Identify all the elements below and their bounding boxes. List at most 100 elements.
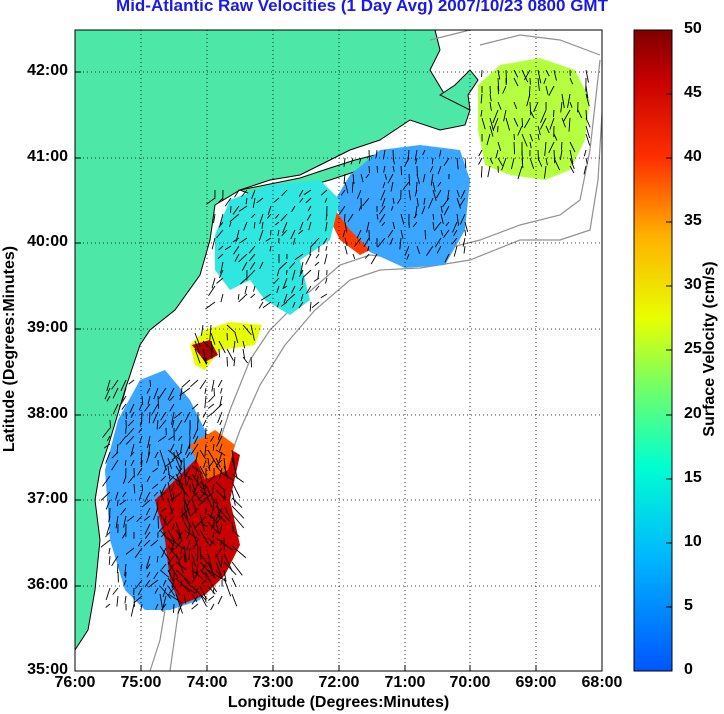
velocity-arrow (242, 348, 246, 359)
velocity-arrow (120, 379, 127, 392)
velocity-arrow (231, 481, 241, 499)
velocity-arrow (191, 403, 199, 410)
velocity-arrow (210, 435, 215, 442)
velocity-arrow (460, 189, 466, 200)
velocity-arrow (324, 253, 328, 265)
velocity-arrow (517, 165, 523, 180)
velocity-arrow (123, 579, 127, 586)
velocity-arrow (517, 125, 523, 136)
velocity-arrow (529, 133, 534, 142)
velocity-arrow (451, 237, 458, 245)
velocity-arrow (199, 379, 207, 390)
velocity-arrow (206, 411, 215, 418)
velocity-arrow (178, 555, 183, 562)
velocity-arrow (543, 165, 547, 179)
velocity-arrow (303, 189, 312, 196)
velocity-arrow (152, 467, 159, 473)
velocity-arrow (290, 285, 296, 294)
velocity-arrow (431, 157, 434, 165)
velocity-arrow (212, 587, 215, 594)
velocity-arrow (585, 69, 589, 83)
velocity-arrow (351, 181, 354, 193)
velocity-arrow (192, 539, 199, 550)
velocity-arrow (414, 189, 418, 197)
velocity-arrow (207, 403, 215, 409)
velocity-arrow (223, 489, 226, 501)
velocity-arrow (436, 189, 442, 199)
velocity-arrow (545, 125, 550, 134)
velocity-arrow (147, 395, 151, 405)
colorbar-tick-label: 45 (684, 84, 702, 101)
velocity-arrow (143, 539, 151, 547)
velocity-arrow (422, 149, 426, 156)
velocity-arrow (521, 157, 524, 169)
velocity-arrow (207, 497, 213, 508)
velocity-arrow (167, 481, 173, 500)
velocity-arrow (217, 411, 223, 424)
velocity-arrow (384, 173, 388, 180)
velocity-arrow (144, 491, 151, 503)
velocity-arrow (220, 293, 224, 303)
velocity-arrow (102, 475, 111, 487)
velocity-arrow (146, 387, 151, 394)
velocity-arrow (211, 277, 216, 289)
velocity-arrow (478, 149, 483, 157)
velocity-arrow (317, 269, 320, 280)
velocity-arrow (481, 117, 486, 130)
velocity-arrow (186, 451, 191, 459)
velocity-arrow (115, 491, 119, 500)
velocity-arrow (162, 587, 167, 598)
velocity-arrow (194, 340, 200, 354)
velocity-arrow (358, 157, 362, 164)
velocity-arrow (163, 579, 167, 586)
velocity-arrow (299, 269, 304, 277)
velocity-arrow (478, 157, 483, 165)
velocity-arrow (539, 117, 547, 130)
velocity-arrow (339, 205, 346, 215)
x-tick-label: 75:00 (120, 674, 162, 691)
velocity-arrow (452, 221, 458, 233)
velocity-arrow (242, 356, 249, 364)
velocity-arrow (352, 173, 355, 185)
velocity-arrow (219, 443, 223, 452)
velocity-arrow (175, 521, 182, 537)
velocity-arrow (292, 237, 296, 246)
velocity-arrow (352, 253, 356, 260)
velocity-arrow (105, 603, 111, 608)
velocity-arrow (376, 213, 379, 220)
velocity-arrow (456, 157, 459, 170)
velocity-arrow (191, 491, 199, 498)
velocity-arrow (489, 93, 492, 102)
velocity-arrow (223, 505, 232, 520)
velocity-arrow (545, 85, 549, 95)
velocity-arrow (121, 403, 127, 410)
velocity-arrow (167, 515, 175, 525)
velocity-arrow (413, 213, 418, 219)
patch-hudson (215, 180, 340, 315)
velocity-arrow (224, 245, 232, 251)
velocity-arrow (124, 563, 127, 577)
velocity-arrow (376, 165, 379, 173)
velocity-arrow (210, 348, 213, 359)
velocity-arrow (283, 293, 288, 304)
velocity-arrow (281, 301, 288, 307)
velocity-arrow (168, 435, 175, 441)
velocity-arrow (203, 459, 207, 469)
velocity-arrow (218, 221, 224, 228)
velocity-arrow (207, 521, 219, 534)
velocity-arrow (276, 285, 280, 294)
velocity-arrow (152, 507, 159, 521)
velocity-arrow (421, 205, 426, 215)
velocity-arrow (423, 197, 426, 205)
velocity-arrow (155, 603, 159, 610)
velocity-arrow (157, 515, 159, 529)
velocity-arrow (242, 324, 252, 336)
velocity-arrow (183, 513, 192, 528)
velocity-arrow (226, 348, 234, 361)
velocity-arrow (124, 595, 127, 604)
velocity-arrow (379, 213, 386, 223)
velocity-arrow (104, 387, 111, 400)
velocity-arrow (526, 93, 531, 107)
velocity-arrow (241, 261, 248, 272)
velocity-arrow (259, 261, 264, 270)
